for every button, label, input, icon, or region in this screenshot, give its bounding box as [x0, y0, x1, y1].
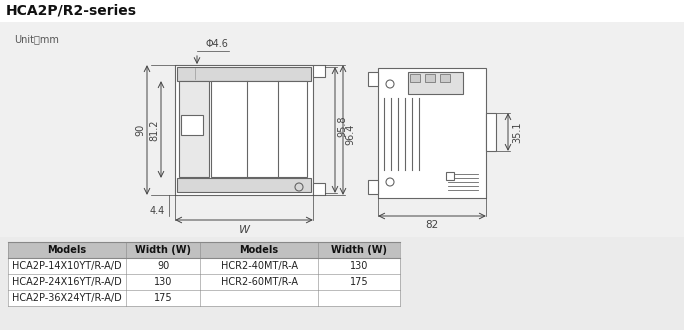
- Bar: [486, 113, 496, 151]
- Bar: [181, 115, 203, 135]
- Bar: [8, 242, 400, 258]
- Text: 90: 90: [135, 124, 145, 136]
- Text: 130: 130: [350, 261, 368, 271]
- Bar: [446, 172, 454, 180]
- Text: 81.2: 81.2: [149, 119, 159, 141]
- Text: HCR2-40MT/R-A: HCR2-40MT/R-A: [220, 261, 298, 271]
- Text: Models: Models: [239, 245, 278, 255]
- Text: 90: 90: [157, 261, 169, 271]
- Text: 175: 175: [350, 277, 368, 287]
- Text: 96.4: 96.4: [345, 123, 355, 145]
- Text: Φ4.6: Φ4.6: [206, 39, 229, 49]
- Text: W: W: [239, 225, 250, 235]
- Bar: [8, 290, 400, 306]
- Bar: [8, 274, 400, 290]
- Bar: [425, 74, 435, 82]
- Bar: [0, 22, 684, 237]
- Bar: [175, 65, 313, 195]
- Bar: [177, 67, 311, 81]
- Bar: [408, 72, 463, 94]
- Bar: [177, 178, 311, 192]
- Text: HCA2P-24X16YT/R-A/D: HCA2P-24X16YT/R-A/D: [12, 277, 122, 287]
- Text: 4.4: 4.4: [149, 206, 165, 216]
- Text: 35.1: 35.1: [512, 121, 522, 143]
- Text: Unit：mm: Unit：mm: [14, 34, 59, 44]
- Bar: [313, 183, 325, 195]
- Bar: [368, 180, 378, 194]
- Text: Models: Models: [47, 245, 87, 255]
- Bar: [8, 258, 400, 274]
- Text: Width (W): Width (W): [135, 245, 191, 255]
- Bar: [313, 65, 325, 77]
- Text: 95.8: 95.8: [337, 115, 347, 137]
- Text: HCA2P-36X24YT/R-A/D: HCA2P-36X24YT/R-A/D: [12, 293, 122, 303]
- Text: 82: 82: [425, 220, 438, 230]
- Bar: [211, 81, 307, 177]
- Text: 130: 130: [154, 277, 172, 287]
- Text: HCA2P-14X10YT/R-A/D: HCA2P-14X10YT/R-A/D: [12, 261, 122, 271]
- Text: HCR2-60MT/R-A: HCR2-60MT/R-A: [220, 277, 298, 287]
- Bar: [440, 74, 450, 82]
- Text: 175: 175: [154, 293, 172, 303]
- Bar: [378, 68, 486, 198]
- Text: Width (W): Width (W): [331, 245, 387, 255]
- Bar: [179, 81, 209, 177]
- Bar: [0, 0, 684, 22]
- Text: HCA2P/R2-series: HCA2P/R2-series: [6, 4, 137, 18]
- Bar: [368, 72, 378, 86]
- Bar: [410, 74, 420, 82]
